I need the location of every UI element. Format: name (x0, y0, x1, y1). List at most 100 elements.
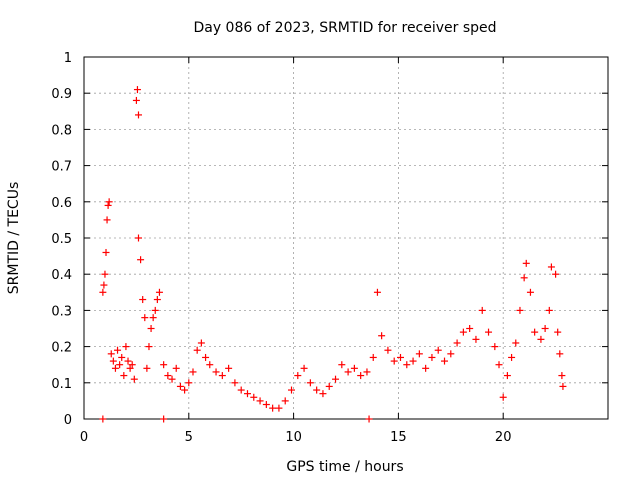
data-point (101, 270, 109, 278)
data-point (237, 386, 245, 394)
y-tick-label: 0.4 (51, 268, 72, 283)
data-point (128, 361, 136, 369)
data-point (120, 372, 128, 380)
data-point (526, 288, 534, 296)
data-point (126, 364, 134, 372)
y-tick-label: 0.8 (51, 123, 72, 138)
data-point (132, 96, 140, 104)
data-point (485, 328, 493, 336)
data-points (99, 86, 567, 423)
data-point (422, 364, 430, 372)
data-point (552, 270, 560, 278)
data-point (300, 364, 308, 372)
data-point (545, 306, 553, 314)
y-tick-label: 0.7 (51, 160, 72, 175)
data-point (537, 335, 545, 343)
data-point (403, 361, 411, 369)
data-point (495, 361, 503, 369)
data-point (107, 350, 115, 358)
y-tick-label: 0 (64, 413, 72, 428)
data-point (114, 346, 122, 354)
data-point (369, 353, 377, 361)
data-point (102, 248, 110, 256)
data-point (288, 386, 296, 394)
data-point (133, 86, 141, 94)
data-point (149, 314, 157, 322)
data-point (344, 368, 352, 376)
chart-title: Day 086 of 2023, SRMTID for receiver spe… (193, 20, 496, 36)
data-point (409, 357, 417, 365)
data-point (168, 375, 176, 383)
data-point (472, 335, 480, 343)
data-point (396, 353, 404, 361)
data-point (160, 415, 168, 423)
data-point (225, 364, 233, 372)
data-point (185, 379, 193, 387)
data-point (100, 281, 108, 289)
data-point (189, 368, 197, 376)
data-point (118, 353, 126, 361)
data-point (153, 296, 161, 304)
y-tick-label: 0.9 (51, 87, 72, 102)
y-tick-label: 0.2 (51, 341, 72, 356)
y-tick-label: 0.5 (51, 232, 72, 247)
axis-ticks: 00.10.20.30.40.50.60.70.80.910 5 10 15 20 (51, 51, 608, 445)
data-point (338, 361, 346, 369)
data-point (365, 415, 373, 423)
x-tick-label: 20 (495, 430, 512, 445)
data-point (147, 325, 155, 332)
x-tick-label: 5 (185, 430, 193, 445)
data-point (164, 372, 172, 380)
data-point (459, 328, 467, 336)
data-point (378, 332, 386, 340)
data-point (130, 375, 138, 383)
x-tick-label: 15 (390, 430, 407, 445)
data-point (143, 364, 151, 372)
data-point (466, 325, 474, 332)
data-point (547, 263, 555, 271)
data-point (105, 198, 113, 206)
data-point (243, 390, 251, 398)
data-point (141, 314, 149, 322)
data-point (269, 404, 277, 412)
data-point (522, 259, 530, 267)
x-tick-label: 0 (80, 430, 88, 445)
data-point (145, 343, 153, 351)
data-point (104, 201, 112, 209)
data-point (218, 372, 226, 380)
data-point (441, 357, 449, 365)
data-point (256, 397, 264, 405)
data-point (556, 350, 564, 358)
data-point (531, 328, 539, 336)
data-point (350, 364, 358, 372)
data-point (415, 350, 423, 358)
data-point (99, 415, 107, 423)
x-axis-label: GPS time / hours (286, 459, 403, 475)
data-point (319, 390, 327, 398)
data-point (139, 296, 147, 304)
data-point (193, 346, 201, 354)
x-tick-label: 10 (285, 430, 302, 445)
data-point (313, 386, 321, 394)
data-point (176, 382, 184, 390)
data-point (453, 339, 461, 347)
data-point (99, 288, 107, 296)
data-point (281, 397, 289, 405)
data-point (390, 357, 398, 365)
data-point (181, 386, 189, 394)
data-point (231, 379, 239, 387)
y-tick-label: 0.3 (51, 304, 72, 319)
data-point (172, 364, 180, 372)
data-point (275, 404, 283, 412)
data-point (116, 361, 124, 369)
data-point (134, 111, 142, 119)
data-point (202, 353, 210, 361)
data-point (109, 357, 117, 365)
data-point (197, 339, 205, 347)
data-point (499, 393, 507, 401)
data-point (111, 364, 119, 372)
data-point (357, 372, 365, 380)
data-point (206, 361, 214, 369)
